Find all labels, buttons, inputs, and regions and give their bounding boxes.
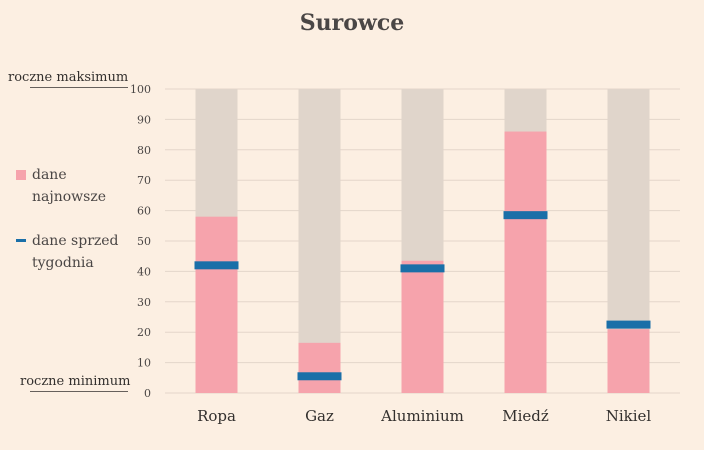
week-ago-marker-gaz [297,372,342,381]
annual-max-rule [30,87,128,88]
latest-bar-aluminium [401,260,444,393]
y-tick-label-10: 10 [137,357,151,370]
chart-title: Surowce [299,10,405,36]
legend-label-latest-line1: dane [32,167,67,183]
legend-label-week-ago: dane sprzed tygodnia [32,230,119,274]
latest-bar-ropa [195,216,238,393]
week-ago-marker-mied- [503,211,548,220]
legend-label-week-ago-line2: tygodnia [32,255,94,271]
y-tick-label-0: 0 [144,387,151,400]
week-ago-marker-aluminium [400,264,445,273]
x-tick-label-mied-: Miedź [502,407,549,425]
legend-swatch-week-ago [16,239,26,242]
y-tick-label-70: 70 [137,174,151,187]
annual-min-rule [30,391,128,392]
y-tick-label-30: 30 [137,296,151,309]
x-tick-label-aluminium: Aluminium [380,407,464,425]
annual-max-label: roczne maksimum [8,70,129,85]
range-bar-gaz [298,89,341,393]
legend-swatch-latest [16,170,26,180]
x-tick-label-ropa: Ropa [197,407,236,425]
annual-min-label: roczne minimum [20,374,131,389]
latest-bar-mied- [504,131,547,393]
week-ago-marker-ropa [194,261,239,270]
x-tick-label-nikiel: Nikiel [606,407,652,425]
latest-bar-gaz [298,342,341,393]
y-tick-label-20: 20 [137,326,151,339]
y-tick-label-90: 90 [137,113,151,126]
legend-label-latest-line2: najnowsze [32,189,106,205]
x-tick-label-gaz: Gaz [305,407,334,425]
y-tick-label-60: 60 [137,205,151,218]
y-tick-label-100: 100 [130,83,151,96]
week-ago-marker-nikiel [606,320,651,329]
y-tick-label-40: 40 [137,265,151,278]
legend-label-latest: dane najnowsze [32,164,106,208]
latest-bar-nikiel [607,329,650,393]
legend-label-week-ago-line1: dane sprzed [32,233,119,249]
y-tick-label-50: 50 [137,235,151,248]
y-tick-label-80: 80 [137,144,151,157]
